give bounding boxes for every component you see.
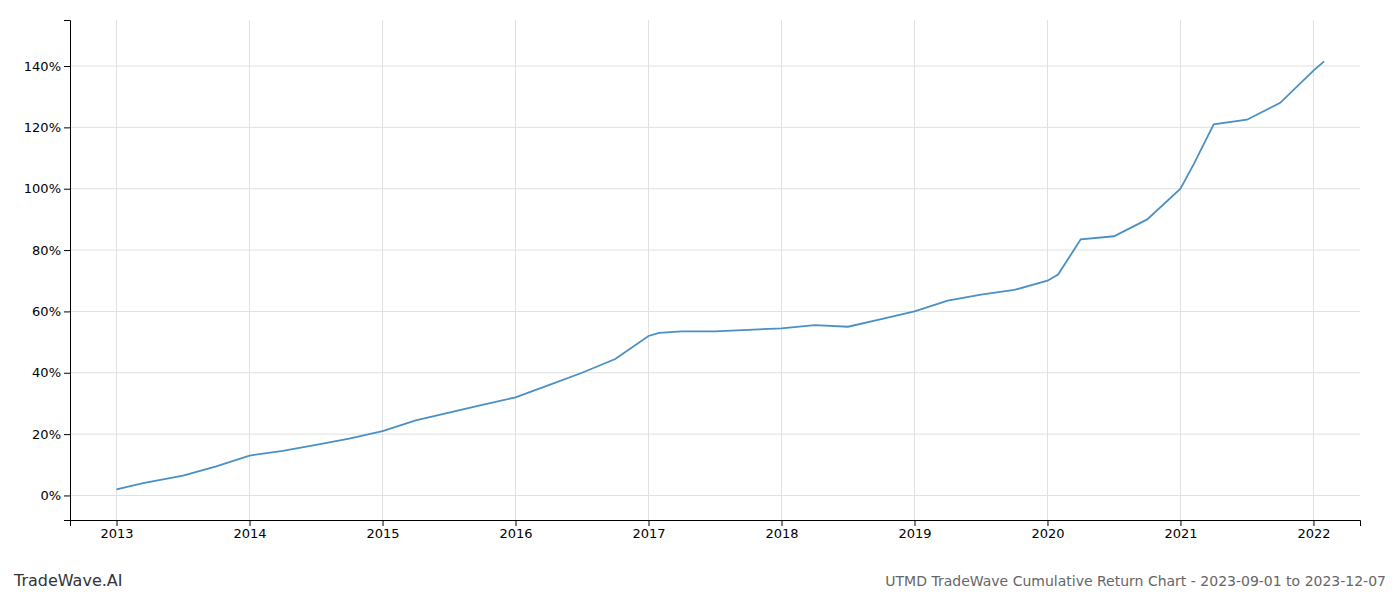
x-tick: 2016	[499, 520, 532, 541]
y-tick-label: 80%	[32, 243, 61, 258]
y-tick-label: 20%	[32, 427, 61, 442]
y-tick-mark	[64, 434, 70, 435]
x-tick-mark	[117, 520, 118, 526]
grid-line-y	[70, 311, 1360, 312]
y-tick: 40%	[32, 365, 70, 380]
y-tick-label: 100%	[24, 181, 61, 196]
x-tick: 2019	[898, 520, 931, 541]
y-tick: 140%	[24, 59, 70, 74]
y-tick-label: 140%	[24, 59, 61, 74]
grid-line-x	[116, 20, 117, 520]
grid-line-x	[1047, 20, 1048, 520]
grid-line-y	[70, 495, 1360, 496]
y-tick: 20%	[32, 427, 70, 442]
x-tick-label: 2014	[233, 526, 266, 541]
x-tick: 2022	[1297, 520, 1330, 541]
y-tick-mark	[64, 311, 70, 312]
y-tick-mark	[64, 495, 70, 496]
x-tick-mark	[1313, 520, 1314, 526]
x-tick-mark	[383, 520, 384, 526]
y-tick: 60%	[32, 304, 70, 319]
chart: 2013 2014 2015 2016 2017 2018 2019 2020 2021 2022…	[0, 0, 1400, 600]
grid-line-x	[914, 20, 915, 520]
marks	[117, 61, 1325, 489]
x-tick-label: 2016	[499, 526, 532, 541]
x-tick: 2021	[1164, 520, 1197, 541]
x-tick-label: 2017	[632, 526, 665, 541]
x-tick-mark	[914, 520, 915, 526]
x-tick-mark	[1047, 520, 1048, 526]
x-tick-mark	[781, 520, 782, 526]
y-tick-mark	[64, 250, 70, 251]
grid-line-y	[70, 372, 1360, 373]
x-tick-label: 2020	[1031, 526, 1064, 541]
x-tick-label: 2022	[1297, 526, 1330, 541]
x-tick: 2015	[366, 520, 399, 541]
y-tick: 80%	[32, 243, 70, 258]
y-tick-mark	[64, 189, 70, 190]
x-tick-label: 2015	[366, 526, 399, 541]
grid-line-x	[382, 20, 383, 520]
y-tick: 120%	[24, 120, 70, 135]
grid-line-y	[70, 66, 1360, 67]
y-tick-mark	[64, 66, 70, 67]
y-tick-mark	[64, 373, 70, 374]
x-tick-label: 2019	[898, 526, 931, 541]
x-tick: 2017	[632, 520, 665, 541]
y-tick: 100%	[24, 181, 70, 196]
line	[117, 61, 1325, 489]
x-axis: 2013 2014 2015 2016 2017 2018 2019 2020 2021 2022	[71, 520, 1361, 541]
title: UTMD TradeWave Cumulative Return Chart -…	[885, 573, 1386, 589]
y-tick: 0%	[40, 488, 70, 503]
x-tick: 2020	[1031, 520, 1064, 541]
grid-line-x	[249, 20, 250, 520]
annotation: TradeWave.AI	[13, 571, 122, 590]
grid-line-x	[515, 20, 516, 520]
x-tick-label: 2018	[765, 526, 798, 541]
y-tick-label: 40%	[32, 365, 61, 380]
plot: 2013 2014 2015 2016 2017 2018 2019 2020 2021 2022…	[24, 20, 1361, 541]
grid-line-x	[781, 20, 782, 520]
x-tick: 2014	[233, 520, 266, 541]
x-tick-mark	[1180, 520, 1181, 526]
x-tick-label: 2013	[100, 526, 133, 541]
x-tick-label: 2021	[1164, 526, 1197, 541]
y-tick-mark	[64, 127, 70, 128]
y-tick-label: 0%	[40, 488, 61, 503]
x-tick: 2013	[100, 520, 133, 541]
x-tick-mark	[649, 520, 650, 526]
axis-line	[64, 21, 71, 521]
grid-line-y	[70, 434, 1360, 435]
grid-line-y	[70, 127, 1360, 128]
grid-line-x	[648, 20, 649, 520]
grid-line-x	[1313, 20, 1314, 520]
x-tick-mark	[250, 520, 251, 526]
grid-line-x	[1180, 20, 1181, 520]
grid-line-y	[70, 188, 1360, 189]
y-axis: 0% 20% 40% 60% 80% 100% 120% 140%	[24, 21, 71, 521]
axis-line	[71, 521, 1361, 527]
y-tick-label: 60%	[32, 304, 61, 319]
x-tick: 2018	[765, 520, 798, 541]
y-tick-label: 120%	[24, 120, 61, 135]
grid	[70, 20, 1360, 520]
grid-line-y	[70, 250, 1360, 251]
x-tick-mark	[516, 520, 517, 526]
